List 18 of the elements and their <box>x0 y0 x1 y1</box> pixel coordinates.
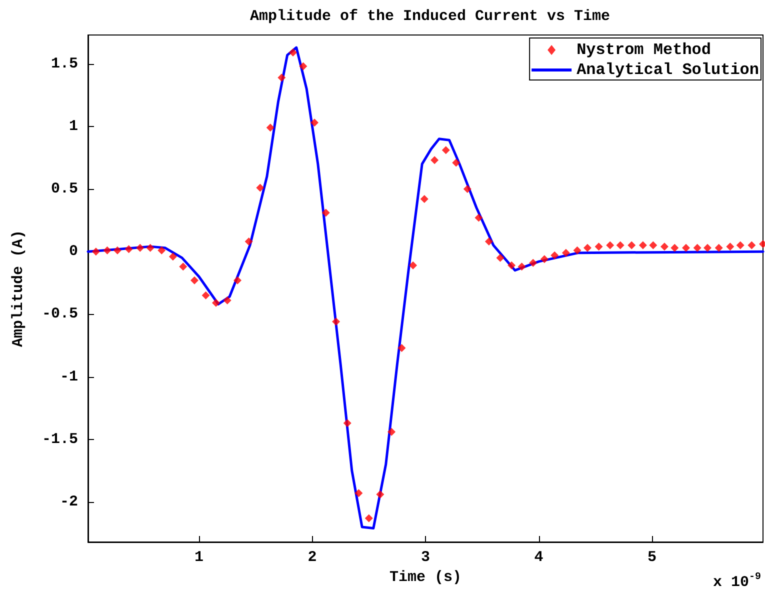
y-tick-label: 1 <box>68 118 78 135</box>
y-tick-label: -0.5 <box>42 306 78 323</box>
chart-title: Amplitude of the Induced Current vs Time <box>250 8 610 25</box>
x-tick-label: 4 <box>534 549 544 566</box>
y-tick-label: 0.5 <box>50 180 78 198</box>
y-tick-label: 0 <box>68 243 78 260</box>
y-axis-title: Amplitude (A) <box>10 230 27 348</box>
y-tick-label: -1.5 <box>42 430 78 448</box>
x-tick-label: 1 <box>194 549 204 566</box>
y-tick-label: 1.5 <box>50 55 78 72</box>
y-tick-label: -1 <box>60 368 78 386</box>
legend-label: Nystrom Method <box>576 41 711 59</box>
x-tick-label: 2 <box>308 549 317 566</box>
legend-label: Analytical Solution <box>576 61 760 79</box>
x-axis-title: Time (s) <box>389 568 462 586</box>
y-tick-label: -2 <box>60 493 78 510</box>
x-tick-label: 3 <box>420 549 430 566</box>
x-tick-label: 5 <box>648 549 657 566</box>
